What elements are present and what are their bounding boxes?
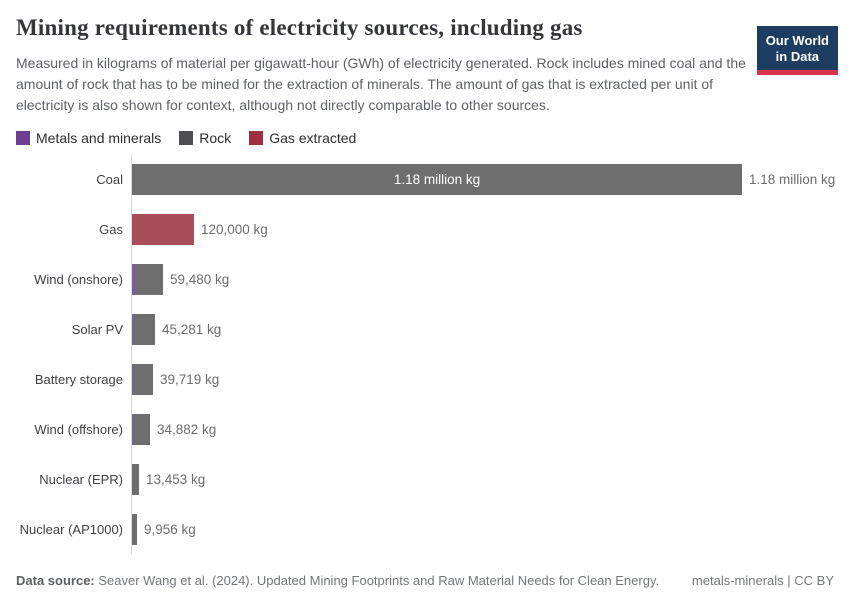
category-label-gas[interactable]: Gas (99, 221, 123, 237)
bar-segment-rock[interactable] (132, 513, 137, 545)
owid-logo-line1: Our World (765, 33, 829, 48)
bar-segment-metals-and-minerals[interactable] (132, 263, 135, 295)
bar-segment-gas-extracted[interactable] (132, 213, 194, 245)
value-label-coal: 1.18 million kg (749, 171, 836, 187)
bar-wind-offshore[interactable] (132, 413, 150, 445)
bar-track: 9,956 kg (131, 504, 834, 554)
category-label-wind-offshore[interactable]: Wind (offshore) (34, 421, 123, 437)
bar-solar-pv[interactable] (132, 313, 155, 345)
bar-row-solar-pv: Solar PV 45,281 kg (16, 304, 834, 354)
bar-row-gas: Gas 120,000 kg (16, 204, 834, 254)
category-label-solar-pv[interactable]: Solar PV (71, 321, 123, 337)
value-label-nuclear-ap1000: 9,956 kg (144, 521, 196, 537)
value-label-battery-storage: 39,719 kg (160, 371, 220, 387)
category-label-nuclear-ap1000[interactable]: Nuclear (AP1000) (19, 521, 123, 537)
legend-item-metals-and-minerals[interactable]: Metals and minerals (16, 130, 161, 146)
value-label-wind-offshore: 34,882 kg (157, 421, 217, 437)
data-source-text: Seaver Wang et al. (2024). Updated Minin… (94, 573, 660, 588)
category-label-battery-storage[interactable]: Battery storage (34, 371, 123, 387)
bar-track: 120,000 kg (131, 204, 834, 254)
value-label-solar-pv: 45,281 kg (162, 321, 222, 337)
value-label-wind-onshore: 59,480 kg (170, 271, 230, 287)
bar-track: 39,719 kg (131, 354, 834, 404)
bar-row-coal: Coal 1.18 million kg 1.18 million kg (16, 154, 836, 204)
owid-logo-accent-bar (756, 70, 838, 75)
legend-swatch-rock-icon (179, 131, 194, 145)
bar-segment-metals-and-minerals[interactable] (132, 363, 133, 395)
bar-chart: Coal 1.18 million kg 1.18 million kg Gas… (16, 154, 836, 554)
legend: Metals and minerals Rock Gas extracted (16, 130, 834, 146)
data-source-label: Data source: (16, 573, 95, 588)
bar-row-battery-storage: Battery storage 39,719 kg (16, 354, 834, 404)
bar-track: 59,480 kg (131, 254, 834, 304)
value-label-nuclear-epr: 13,453 kg (146, 471, 206, 487)
owid-logo[interactable]: Our World in Data (756, 26, 838, 75)
bar-row-nuclear-epr: Nuclear (EPR) 13,453 kg (16, 454, 834, 504)
bar-row-wind-onshore: Wind (onshore) 59,480 kg (16, 254, 834, 304)
legend-swatch-metals-icon (16, 131, 30, 145)
bar-gas[interactable] (132, 213, 194, 245)
bar-nuclear-ap1000[interactable] (132, 513, 137, 545)
bar-wind-onshore[interactable] (132, 263, 163, 295)
legend-label: Metals and minerals (36, 130, 162, 146)
chart-subtitle: Measured in kilograms of material per gi… (16, 55, 746, 113)
bar-coal[interactable]: 1.18 million kg (132, 163, 742, 195)
owid-logo-line2: in Data (775, 49, 820, 64)
bar-segment-rock[interactable] (133, 313, 155, 345)
category-label-nuclear-epr[interactable]: Nuclear (EPR) (39, 471, 123, 487)
legend-label: Gas extracted (269, 130, 357, 146)
bar-segment-rock[interactable] (135, 263, 163, 295)
bar-nuclear-epr[interactable] (132, 463, 139, 495)
bar-segment-metals-and-minerals[interactable] (132, 313, 133, 345)
bar-segment-metals-and-minerals[interactable] (132, 413, 133, 445)
legend-label: Rock (199, 130, 232, 146)
chart-page: Mining requirements of electricity sourc… (0, 14, 850, 588)
chart-footer: Data source: Seaver Wang et al. (2024). … (16, 573, 834, 588)
bar-track: 13,453 kg (131, 454, 834, 504)
category-label-wind-onshore[interactable]: Wind (onshore) (34, 271, 123, 287)
bar-row-nuclear-ap1000: Nuclear (AP1000) 9,956 kg (16, 504, 834, 554)
bar-track: 45,281 kg (131, 304, 834, 354)
data-source-note: Data source: Seaver Wang et al. (2024). … (16, 573, 659, 588)
bar-segment-rock[interactable] (133, 363, 153, 395)
bar-segment-rock[interactable] (132, 163, 742, 195)
page-title: Mining requirements of electricity sourc… (16, 15, 583, 40)
value-label-gas: 120,000 kg (201, 221, 268, 237)
legend-item-rock[interactable]: Rock (179, 130, 231, 146)
license-note[interactable]: metals-minerals | CC BY (691, 573, 834, 588)
category-label-coal[interactable]: Coal (96, 171, 123, 187)
bar-track: 34,882 kg (131, 404, 834, 454)
bar-segment-rock[interactable] (132, 463, 139, 495)
legend-swatch-gas-icon (249, 131, 264, 145)
bar-battery-storage[interactable] (132, 363, 153, 395)
bar-row-wind-offshore: Wind (offshore) 34,882 kg (16, 404, 834, 454)
legend-item-gas-extracted[interactable]: Gas extracted (249, 130, 356, 146)
bar-track: 1.18 million kg 1.18 million kg (131, 154, 836, 204)
bar-segment-rock[interactable] (133, 413, 150, 445)
